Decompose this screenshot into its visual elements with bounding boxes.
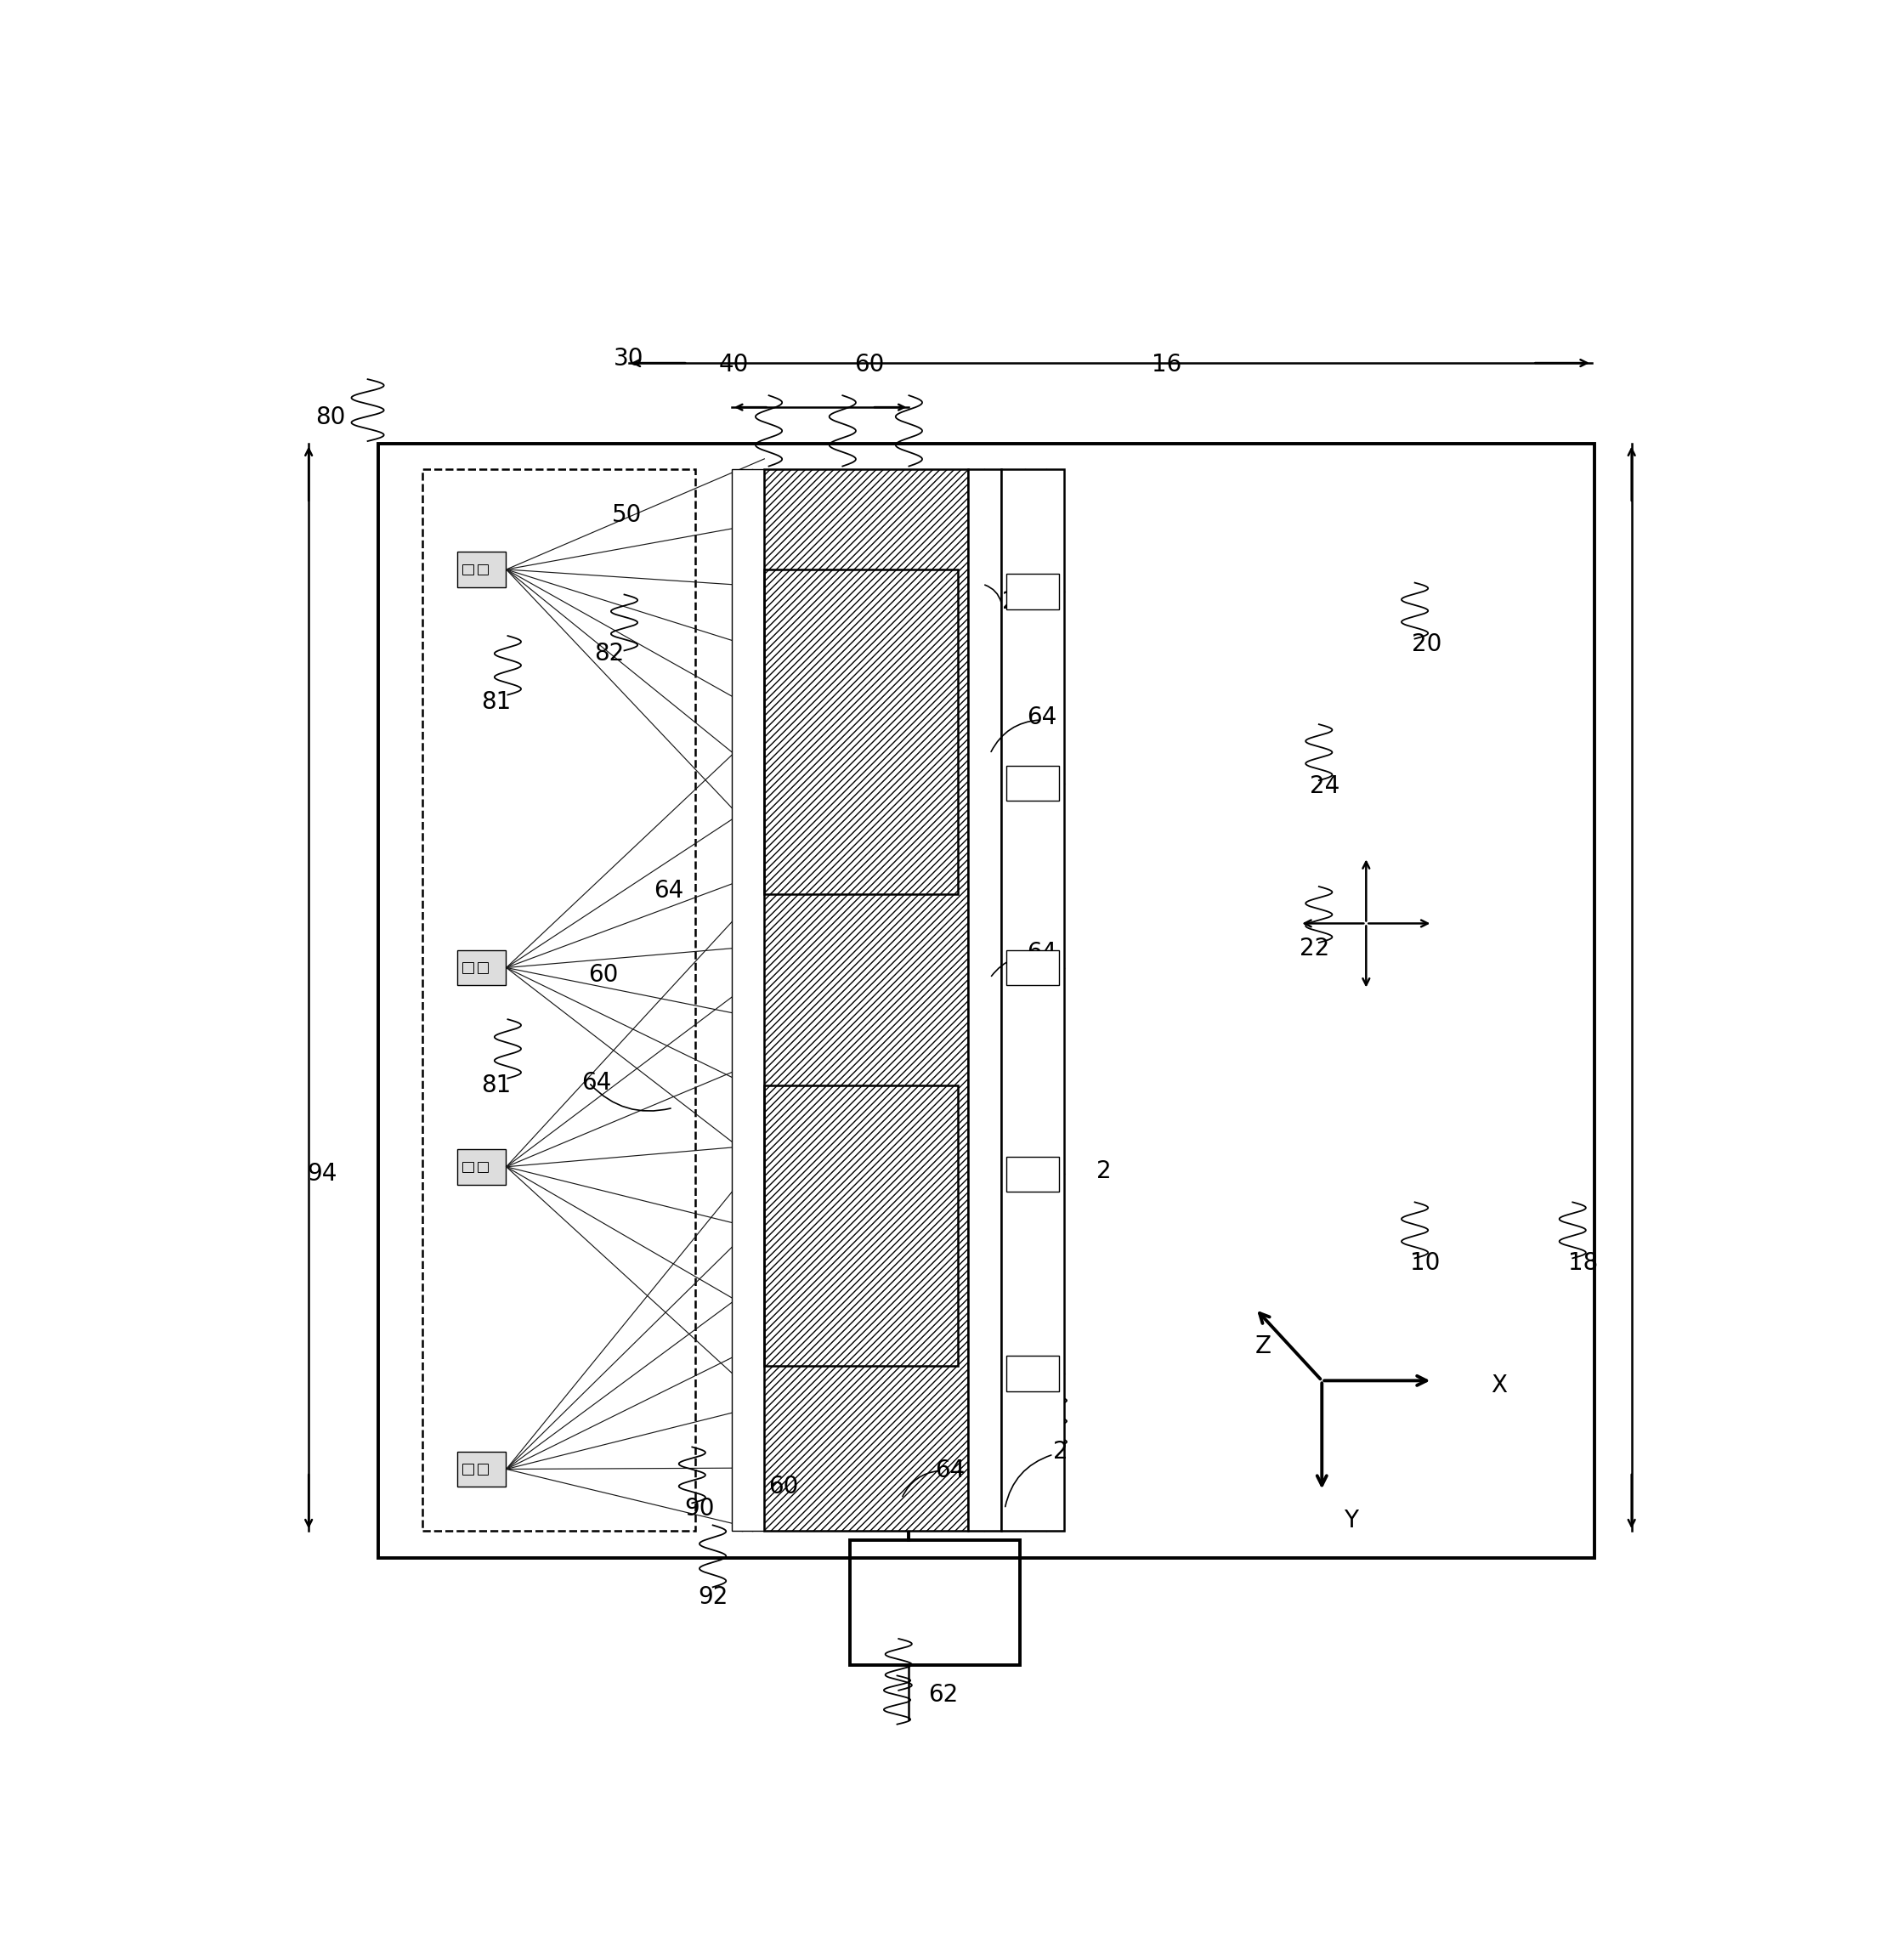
Text: X: X xyxy=(1490,1374,1507,1397)
Bar xyxy=(765,468,969,1531)
Text: 40: 40 xyxy=(719,353,748,376)
Bar xyxy=(462,564,474,574)
Bar xyxy=(1001,468,1064,1531)
Text: 2: 2 xyxy=(1096,1158,1111,1184)
Bar xyxy=(462,962,474,972)
Bar xyxy=(1007,574,1058,610)
Text: 90: 90 xyxy=(685,1497,716,1521)
Bar xyxy=(765,570,957,894)
Bar xyxy=(733,468,765,1531)
Bar xyxy=(765,1086,957,1366)
Text: 60: 60 xyxy=(769,1476,799,1499)
Bar xyxy=(1007,1356,1058,1392)
Bar xyxy=(1007,766,1058,802)
Text: 81: 81 xyxy=(481,1074,510,1098)
Text: 22: 22 xyxy=(1300,937,1330,960)
Bar xyxy=(379,445,1595,1558)
Bar xyxy=(1007,1156,1058,1192)
Bar xyxy=(478,564,487,574)
Bar xyxy=(478,1162,487,1172)
Bar xyxy=(462,1162,474,1172)
Text: 80: 80 xyxy=(316,406,346,429)
Text: Z: Z xyxy=(1254,1335,1271,1358)
Text: 24: 24 xyxy=(1309,774,1340,798)
Text: 10: 10 xyxy=(1410,1250,1441,1274)
Bar xyxy=(478,962,487,972)
Bar xyxy=(457,1452,506,1488)
Text: 64: 64 xyxy=(1028,706,1056,729)
Text: 30: 30 xyxy=(613,347,643,370)
Bar xyxy=(851,1541,1020,1666)
Text: 50: 50 xyxy=(613,504,641,527)
Bar xyxy=(457,553,506,588)
Text: 94: 94 xyxy=(306,1162,337,1186)
Text: 16: 16 xyxy=(1151,353,1182,376)
Text: 2: 2 xyxy=(1054,1439,1068,1464)
Text: 2: 2 xyxy=(1001,590,1016,613)
Text: 18: 18 xyxy=(1568,1250,1599,1274)
Text: 82: 82 xyxy=(594,641,624,666)
Bar xyxy=(422,468,695,1531)
Bar xyxy=(969,468,1001,1531)
Bar xyxy=(1007,951,1058,986)
Text: 60: 60 xyxy=(854,353,885,376)
Text: 62: 62 xyxy=(929,1684,957,1707)
Bar xyxy=(462,1464,474,1474)
Text: 64: 64 xyxy=(934,1458,965,1482)
Text: Y: Y xyxy=(1344,1509,1359,1533)
Text: 64: 64 xyxy=(653,880,683,904)
Text: 92: 92 xyxy=(698,1586,727,1609)
Text: 81: 81 xyxy=(481,690,510,713)
Text: 64: 64 xyxy=(1028,941,1056,964)
Text: 64: 64 xyxy=(580,1070,611,1094)
Bar xyxy=(457,1149,506,1184)
Text: 20: 20 xyxy=(1412,633,1442,657)
Text: 60: 60 xyxy=(588,962,618,988)
Bar xyxy=(478,1464,487,1474)
Bar xyxy=(457,951,506,986)
